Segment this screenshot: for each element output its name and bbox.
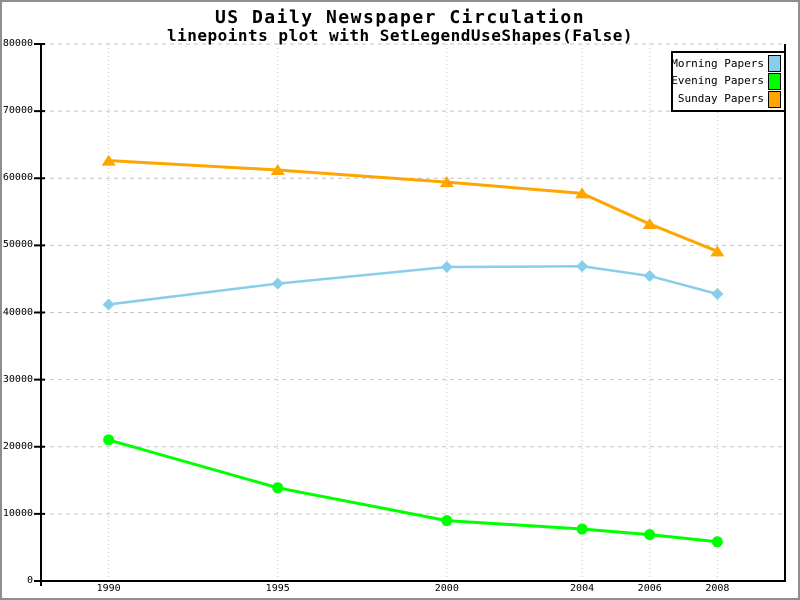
x-tick-label: 2000 xyxy=(434,583,459,594)
marker-dot xyxy=(576,523,588,535)
chart-subtitle: linepoints plot with SetLegendUseShapes(… xyxy=(166,26,634,45)
legend-label: Morning Papers xyxy=(671,56,764,70)
marker-diamond xyxy=(102,298,115,311)
legend-item: Sunday Papers xyxy=(675,90,781,108)
marker-delta xyxy=(439,176,454,188)
legend-swatch-morning-papers xyxy=(768,55,781,73)
series-line-morning-papers xyxy=(108,265,718,306)
legend-label: Evening Papers xyxy=(671,74,764,88)
y-tick-label: 70000 xyxy=(2,105,33,117)
y-tick-label: 40000 xyxy=(2,306,33,318)
marker-diamond xyxy=(643,269,656,282)
legend: Morning Papers Evening Papers Sunday Paper… xyxy=(671,51,786,112)
legend-label: Sunday Papers xyxy=(677,92,764,106)
marker-dot xyxy=(103,434,115,446)
y-tick-label: 30000 xyxy=(2,373,33,385)
legend-swatch-evening-papers xyxy=(768,72,781,90)
marker-dot xyxy=(441,515,453,527)
marker-diamond xyxy=(271,277,284,290)
y-tick-label: 60000 xyxy=(2,172,33,184)
marker-dot xyxy=(711,536,723,548)
x-tick-label: 1995 xyxy=(265,583,290,594)
marker-diamond xyxy=(440,261,453,274)
x-tick-label: 2008 xyxy=(705,583,730,594)
x-tick-label: 1990 xyxy=(96,583,121,594)
y-tick-label: 0 xyxy=(26,575,33,586)
marker-delta xyxy=(642,218,657,230)
x-tick-label: 2006 xyxy=(637,583,662,594)
y-tick-label: 20000 xyxy=(2,440,33,452)
y-tick-label: 10000 xyxy=(2,507,33,519)
legend-swatch-sunday-papers xyxy=(768,90,781,108)
y-tick-label: 50000 xyxy=(2,239,33,251)
series-line-sunday-papers xyxy=(108,159,718,253)
marker-diamond xyxy=(711,287,724,300)
marker-dot xyxy=(644,529,656,541)
x-tick-label: 2004 xyxy=(570,583,595,594)
y-tick-label: 80000 xyxy=(2,38,33,49)
marker-delta xyxy=(575,187,590,199)
legend-item: Morning Papers xyxy=(671,55,781,73)
chart-title: US Daily Newspaper Circulation xyxy=(214,7,586,28)
marker-diamond xyxy=(576,260,589,273)
marker-delta xyxy=(710,245,725,257)
series-line-evening-papers xyxy=(108,438,718,544)
legend-item: Evening Papers xyxy=(671,72,781,90)
marker-delta xyxy=(101,154,116,166)
marker-dot xyxy=(272,482,284,494)
marker-delta xyxy=(270,164,285,176)
